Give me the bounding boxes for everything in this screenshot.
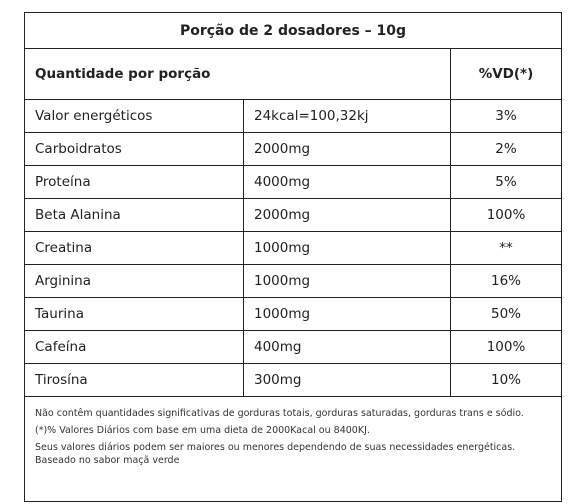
table-cell: 1000mg xyxy=(243,264,451,298)
table-cell: Creatina xyxy=(24,231,244,265)
table-title: Porção de 2 dosadores – 10g xyxy=(24,12,562,49)
table-cell: 300mg xyxy=(243,363,451,397)
table-cell: 3% xyxy=(450,99,562,133)
table-cell: Taurina xyxy=(24,297,244,331)
table-cell: 16% xyxy=(450,264,562,298)
table-cell: 2000mg xyxy=(243,132,451,166)
table-cell: Tirosína xyxy=(24,363,244,397)
footnote: (*)% Valores Diários com base em uma die… xyxy=(35,425,370,436)
table-cell: 10% xyxy=(450,363,562,397)
table-cell: Carboidratos xyxy=(24,132,244,166)
table-cell: 1000mg xyxy=(243,297,451,331)
nutrition-panel: Porção de 2 dosadores – 10g Quantidade p… xyxy=(24,12,562,502)
footnote: Seus valores diários podem ser maiores o… xyxy=(35,442,516,453)
table-cell: 2% xyxy=(450,132,562,166)
table-cell: ** xyxy=(450,231,562,265)
data-row: Arginina 1000mg 16% xyxy=(24,264,562,298)
footnote: Baseado no sabor maçã verde xyxy=(35,455,180,466)
table-cell: 100% xyxy=(450,330,562,364)
data-row: Cafeína 400mg 100% xyxy=(24,330,562,364)
data-row: Tirosína 300mg 10% xyxy=(24,363,562,397)
data-row: Proteína 4000mg 5% xyxy=(24,165,562,199)
table-cell: Cafeína xyxy=(24,330,244,364)
table-cell: 400mg xyxy=(243,330,451,364)
data-row: Carboidratos 2000mg 2% xyxy=(24,132,562,166)
nutrition-table: Porção de 2 dosadores – 10g Quantidade p… xyxy=(24,12,562,502)
table-cell: 100% xyxy=(450,198,562,232)
header-cell: Quantidade por porção xyxy=(24,48,451,100)
table-cell: Valor energéticos xyxy=(24,99,244,133)
table-cell: 1000mg xyxy=(243,231,451,265)
table-cell: 4000mg xyxy=(243,165,451,199)
data-row: Valor energéticos 24kcal=100,32kj 3% xyxy=(24,99,562,133)
table-cell: Beta Alanina xyxy=(24,198,244,232)
table-cell: 2000mg xyxy=(243,198,451,232)
table-cell: Arginina xyxy=(24,264,244,298)
table-body: Porção de 2 dosadores – 10g Quantidade p… xyxy=(24,12,562,502)
data-row: Creatina 1000mg ** xyxy=(24,231,562,265)
notes-row: Não contêm quantidades significativas de… xyxy=(24,396,562,502)
table-cell: 50% xyxy=(450,297,562,331)
footnote: Não contêm quantidades significativas de… xyxy=(35,408,524,419)
header-row: Quantidade por porção %VD(*) xyxy=(24,48,562,100)
table-cell: 24kcal=100,32kj xyxy=(243,99,451,133)
title-row: Porção de 2 dosadores – 10g xyxy=(24,12,562,49)
table-cell: Proteína xyxy=(24,165,244,199)
header-cell: %VD(*) xyxy=(450,48,562,100)
notes-cell: Não contêm quantidades significativas de… xyxy=(24,396,562,502)
data-row: Beta Alanina 2000mg 100% xyxy=(24,198,562,232)
data-row: Taurina 1000mg 50% xyxy=(24,297,562,331)
table-cell: 5% xyxy=(450,165,562,199)
